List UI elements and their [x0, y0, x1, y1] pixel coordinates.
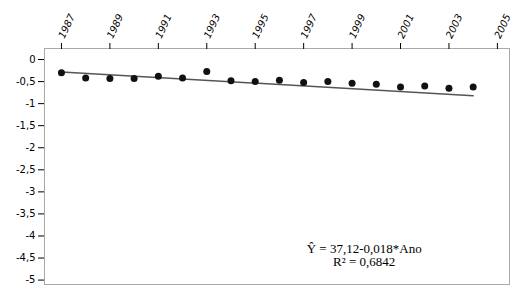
svg-text:1993: 1993: [202, 12, 223, 40]
svg-text:1987: 1987: [56, 12, 77, 40]
svg-text:-2,5: -2,5: [16, 164, 36, 175]
svg-text:-1: -1: [26, 98, 36, 109]
svg-text:1997: 1997: [298, 12, 319, 40]
svg-text:0: 0: [29, 54, 35, 65]
svg-text:1989: 1989: [105, 12, 126, 40]
svg-text:1999: 1999: [347, 12, 368, 40]
svg-text:-3: -3: [26, 186, 36, 197]
svg-text:-3,5: -3,5: [16, 208, 36, 219]
svg-text:2005: 2005: [492, 12, 513, 40]
svg-text:2003: 2003: [444, 12, 465, 40]
svg-text:1991: 1991: [153, 12, 174, 40]
svg-text:-0,5: -0,5: [16, 76, 36, 87]
svg-text:1995: 1995: [250, 12, 271, 40]
svg-text:Ŷ = 37,12-0,018*AnoR² = 0,6842: Ŷ = 37,12-0,018*AnoR² = 0,6842: [307, 241, 422, 269]
svg-text:-4,5: -4,5: [16, 252, 36, 263]
svg-text:-5: -5: [26, 274, 36, 285]
svg-text:-4: -4: [26, 230, 36, 241]
svg-text:-1,5: -1,5: [16, 120, 36, 131]
svg-text:-2: -2: [26, 142, 36, 153]
svg-text:2001: 2001: [395, 12, 416, 40]
